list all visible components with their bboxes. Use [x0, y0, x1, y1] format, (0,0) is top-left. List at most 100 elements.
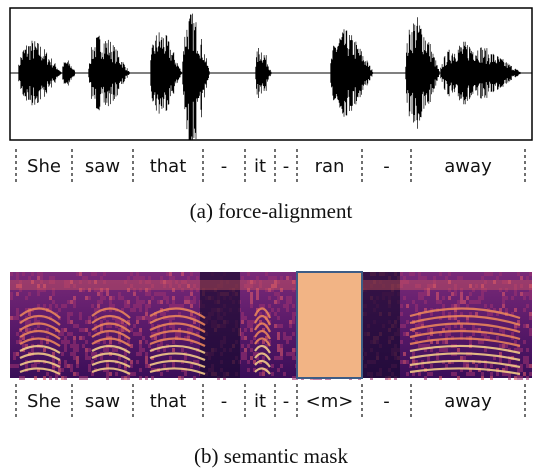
spec-cell — [10, 296, 13, 300]
spec-cell — [292, 312, 295, 316]
spec-cell — [250, 348, 253, 352]
spec-cell — [292, 356, 295, 360]
spec-cell — [466, 364, 469, 368]
spec-cell — [403, 360, 406, 364]
spec-cell — [481, 372, 484, 376]
spec-cell — [64, 340, 67, 344]
spec-cell — [421, 292, 424, 296]
spec-cell — [85, 356, 88, 360]
spec-cell — [139, 304, 142, 308]
spec-cell — [181, 304, 184, 308]
spec-cell — [262, 372, 265, 376]
spec-cell — [124, 376, 127, 380]
spec-cell — [250, 328, 253, 332]
spec-cell — [85, 340, 88, 344]
spec-cell — [145, 292, 148, 296]
spec-cell — [436, 292, 439, 296]
spec-cell — [103, 348, 106, 352]
spec-cell — [139, 276, 142, 280]
spec-cell — [241, 320, 244, 324]
spec-cell — [151, 316, 154, 320]
spec-cell — [466, 296, 469, 300]
word-label: away — [444, 156, 492, 177]
spec-cell — [70, 364, 73, 368]
spec-cell — [31, 364, 34, 368]
spec-cell — [490, 312, 493, 316]
spec-cell — [247, 324, 250, 328]
spec-cell — [61, 340, 64, 344]
spec-cell — [271, 364, 274, 368]
spec-cell — [88, 348, 91, 352]
spec-cell — [25, 364, 28, 368]
spec-cell — [145, 304, 148, 308]
spec-cell — [112, 304, 115, 308]
spec-cell — [529, 292, 532, 296]
spec-cell — [28, 292, 31, 296]
spec-cell — [73, 340, 76, 344]
spec-cell — [277, 316, 280, 320]
spec-cell — [109, 300, 112, 304]
spec-cell — [133, 276, 136, 280]
spec-cell — [505, 344, 508, 348]
spec-cell — [145, 376, 148, 380]
spec-cell — [442, 304, 445, 308]
spec-cell — [13, 352, 16, 356]
spec-cell — [133, 332, 136, 336]
spec-cell — [442, 312, 445, 316]
spec-cell — [175, 332, 178, 336]
spec-cell — [190, 328, 193, 332]
spec-cell — [274, 300, 277, 304]
spec-cell — [424, 300, 427, 304]
spec-cell — [274, 324, 277, 328]
spec-cell — [85, 320, 88, 324]
spec-cell — [292, 376, 295, 380]
spec-cell — [277, 300, 280, 304]
spec-cell — [427, 328, 430, 332]
spec-cell — [133, 292, 136, 296]
spec-cell — [406, 360, 409, 364]
spec-cell — [286, 340, 289, 344]
spec-cell — [100, 276, 103, 280]
word-label: that — [150, 391, 187, 412]
spec-cell — [427, 356, 430, 360]
spec-cell — [250, 356, 253, 360]
spec-cell — [277, 336, 280, 340]
spec-cell — [457, 300, 460, 304]
spec-cell — [10, 292, 13, 296]
spec-cell — [100, 300, 103, 304]
spec-cell — [49, 304, 52, 308]
spec-cell — [289, 320, 292, 324]
spec-cell — [88, 332, 91, 336]
spec-cell — [529, 328, 532, 332]
spec-cell — [82, 328, 85, 332]
spec-cell — [67, 300, 70, 304]
spec-cell — [160, 372, 163, 376]
spec-cell — [523, 360, 526, 364]
spec-cell — [79, 312, 82, 316]
word-label: - — [283, 156, 290, 177]
spec-cell — [31, 348, 34, 352]
spec-cell — [466, 372, 469, 376]
word-label: it — [254, 156, 266, 177]
spec-cell — [292, 348, 295, 352]
spec-cell — [241, 344, 244, 348]
spec-cell — [460, 292, 463, 296]
spec-cell — [445, 276, 448, 280]
spec-cell — [418, 372, 421, 376]
spec-cell — [166, 272, 169, 276]
spec-cell — [145, 364, 148, 368]
spec-cell — [73, 352, 76, 356]
spec-cell — [283, 304, 286, 308]
spec-cell — [154, 292, 157, 296]
spec-cell — [100, 356, 103, 360]
spec-cell — [517, 272, 520, 276]
spec-cell — [172, 300, 175, 304]
spec-cell — [490, 304, 493, 308]
spec-cell — [280, 296, 283, 300]
spec-cell — [79, 316, 82, 320]
spec-cell — [292, 320, 295, 324]
spec-cell — [76, 360, 79, 364]
spec-cell — [277, 296, 280, 300]
spec-cell — [55, 304, 58, 308]
spec-cell — [268, 304, 271, 308]
